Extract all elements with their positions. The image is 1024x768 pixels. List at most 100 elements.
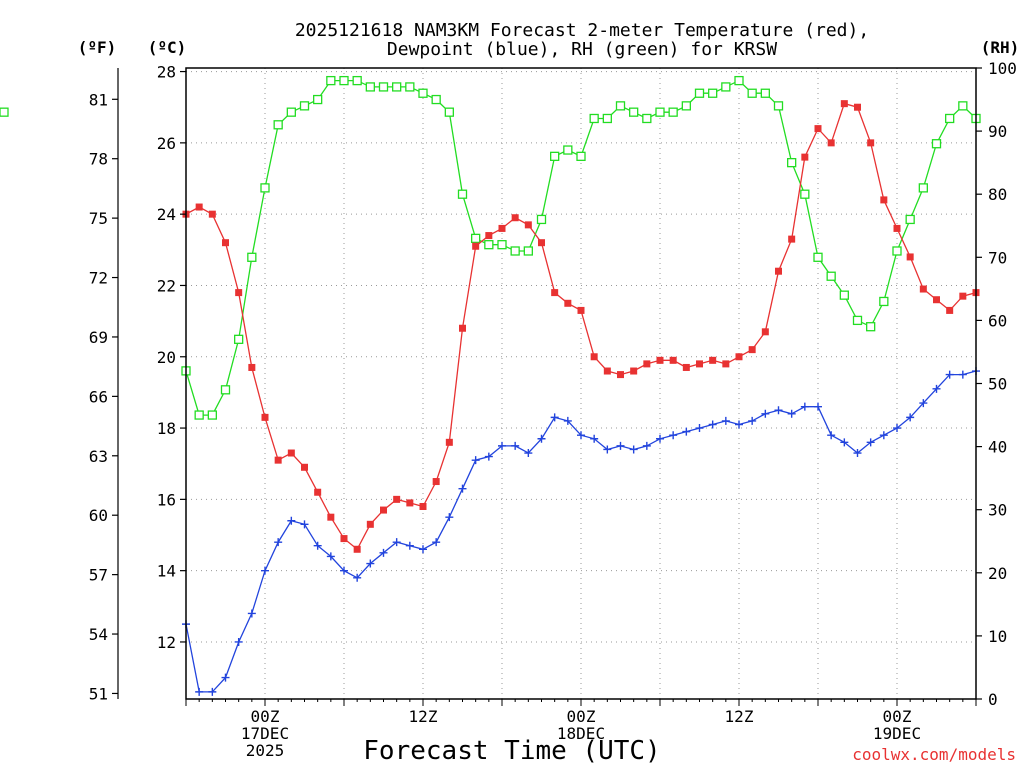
dewpoint-point	[853, 449, 862, 458]
rh-point	[945, 113, 955, 124]
dewpoint-point	[195, 687, 204, 696]
celsius-tick-label: 28	[157, 63, 176, 82]
temperature-point	[538, 239, 545, 247]
temperature-point	[261, 413, 269, 421]
rh-point	[905, 214, 915, 225]
temperature-point	[301, 463, 308, 471]
rh-line	[185, 79, 977, 416]
dewpoint-point	[392, 538, 401, 547]
dewpoint-point	[524, 449, 533, 458]
temperature-point	[511, 214, 519, 222]
temperature-point	[208, 210, 216, 218]
rh-point	[826, 271, 836, 281]
dewpoint-point	[498, 441, 506, 450]
dewpoint-point	[656, 434, 664, 443]
fahrenheit-tick-label: 72	[89, 269, 108, 288]
fahrenheit-tick-label: 57	[89, 566, 108, 585]
dewpoint-point	[287, 516, 296, 525]
rh-point	[668, 107, 678, 117]
temperature-point	[880, 196, 888, 204]
celsius-unit-label: (ºC)	[148, 38, 187, 57]
x-tick-label: 19DEC	[873, 724, 921, 743]
temperature-point	[314, 488, 322, 496]
rh-point	[444, 107, 454, 117]
dewpoint-point	[313, 541, 322, 550]
temperature-point	[551, 289, 559, 297]
celsius-tick-label: 16	[157, 490, 176, 509]
temperature-point	[459, 324, 466, 332]
dewpoint-point	[761, 409, 770, 418]
rh-point	[681, 101, 691, 111]
temperature-point	[327, 513, 335, 521]
dewpoint-point	[906, 413, 915, 422]
rh-tick-label: 90	[988, 122, 1007, 141]
dewpoint-point	[629, 445, 638, 454]
temperature-point	[669, 356, 677, 364]
rh-tick-label: 60	[988, 311, 1007, 330]
dewpoint-point	[603, 445, 612, 454]
temperature-point	[643, 360, 651, 368]
rh-point	[326, 75, 336, 86]
rh-tick-label: 0	[988, 690, 998, 709]
dewpoint-point	[879, 431, 888, 440]
temperature-point	[959, 292, 967, 300]
watermark: coolwx.com/models	[852, 745, 1016, 764]
dewpoint-point	[471, 456, 480, 465]
temperature-point	[603, 367, 611, 375]
dewpoint-point	[708, 420, 717, 429]
x-tick-label: 12Z	[409, 707, 438, 726]
rh-point	[576, 151, 586, 161]
rh-point	[365, 82, 375, 92]
rh-point	[550, 151, 560, 161]
dewpoint-point	[326, 552, 335, 561]
temperature-point	[709, 356, 717, 364]
temperature-point	[432, 478, 440, 486]
temperature-point	[524, 221, 532, 229]
dewpoint-point	[919, 399, 928, 408]
rh-point	[787, 157, 797, 168]
dewpoint-point	[735, 420, 743, 429]
temperature-point	[946, 306, 954, 314]
dewpoint-point	[682, 427, 691, 436]
rh-tick-label: 70	[988, 248, 1007, 267]
fahrenheit-tick-label: 66	[89, 387, 108, 406]
temperature-point	[814, 125, 822, 133]
temperature-point	[867, 139, 875, 147]
dewpoint-point	[511, 441, 520, 450]
rh-point	[457, 189, 468, 199]
temperature-point	[366, 520, 374, 528]
rh-point	[734, 75, 744, 86]
x-tick-label: 2025	[246, 741, 285, 760]
dewpoint-point	[247, 609, 256, 618]
rh-point	[523, 246, 533, 256]
rh-point	[589, 113, 599, 124]
dewpoint-point	[669, 431, 678, 440]
temperature-point	[696, 360, 703, 368]
temperature-point	[656, 356, 664, 364]
fahrenheit-tick-label: 54	[89, 625, 108, 644]
temperature-point	[854, 103, 861, 111]
rh-point	[852, 315, 863, 326]
celsius-tick-label: 20	[157, 348, 176, 367]
rh-point	[760, 88, 770, 98]
fahrenheit-tick-label: 75	[89, 209, 108, 228]
dewpoint-point	[787, 409, 796, 418]
rh-point	[918, 183, 928, 193]
temperature-point	[287, 449, 295, 457]
rh-point	[234, 334, 244, 344]
dewpoint-point	[234, 637, 243, 646]
celsius-tick-label: 12	[157, 633, 176, 652]
fahrenheit-tick-label: 60	[89, 506, 108, 525]
rh-tick-label: 50	[988, 375, 1007, 394]
x-tick-label: 12Z	[725, 707, 754, 726]
temperature-point	[472, 242, 480, 250]
temperature-point	[222, 239, 229, 247]
rh-point	[892, 246, 902, 256]
rh-point	[615, 101, 626, 111]
rh-point	[273, 120, 283, 130]
celsius-tick-label: 18	[157, 419, 176, 438]
temperature-point	[485, 232, 493, 240]
rh-point	[694, 88, 705, 98]
axes: 12 14 16 18 20 22 24 26 28 51 54 57 60 63 66 69 72 75 78 81…	[89, 59, 1017, 760]
